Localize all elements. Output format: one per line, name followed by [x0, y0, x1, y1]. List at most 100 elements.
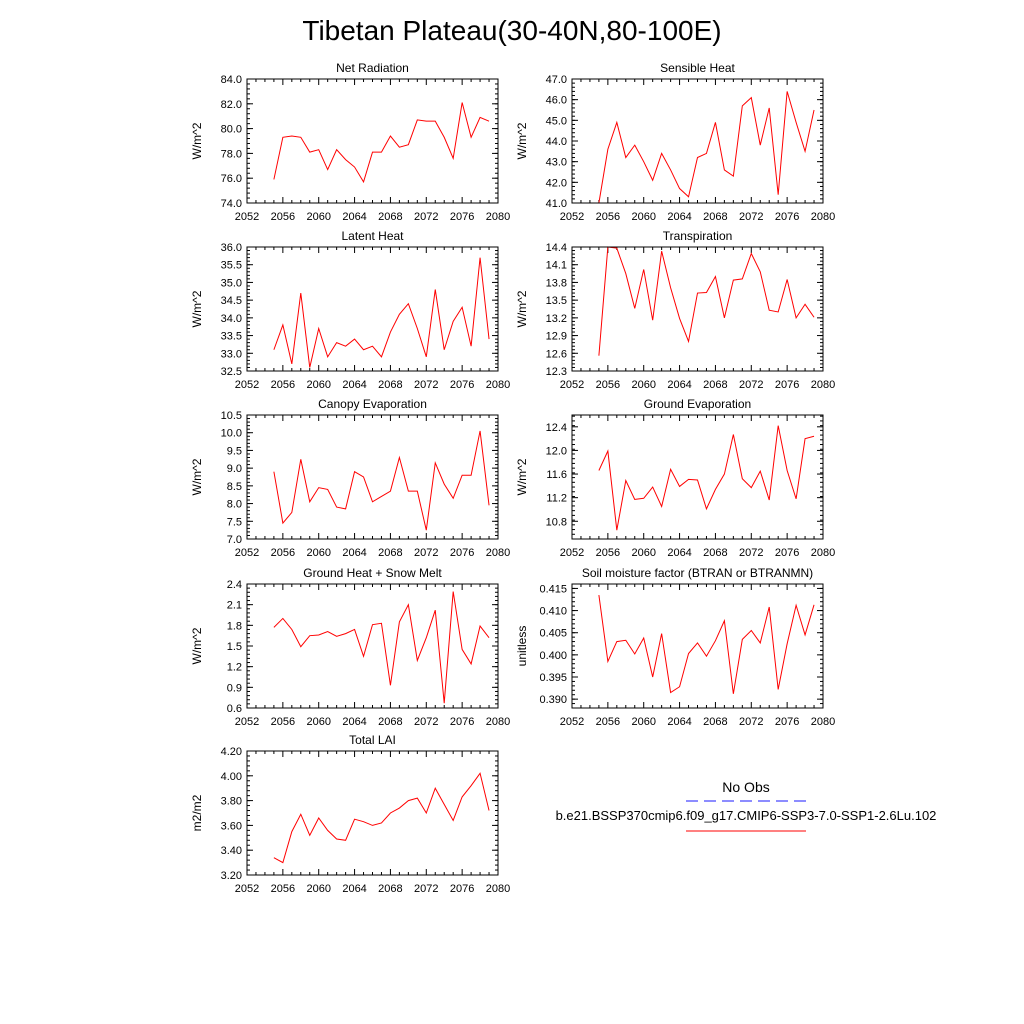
x-tick-label: 2052: [235, 211, 259, 223]
y-tick-label: 34.5: [221, 295, 242, 307]
x-tick-label: 2076: [450, 547, 474, 559]
x-tick-label: 2056: [271, 883, 295, 895]
legend-case-label: b.e21.BSSP370cmip6.f09_g17.CMIP6-SSP3-7.…: [556, 808, 937, 823]
x-tick-label: 2052: [560, 547, 584, 559]
x-tick-label: 2064: [667, 379, 691, 391]
y-tick-label: 1.2: [227, 662, 242, 674]
y-tick-label: 0.400: [539, 650, 567, 662]
y-tick-label: 4.20: [221, 746, 242, 758]
panel-title: Latent Heat: [341, 229, 404, 243]
y-axis-label: W/m^2: [515, 458, 529, 495]
x-tick-label: 2068: [703, 379, 727, 391]
x-tick-label: 2080: [486, 547, 510, 559]
panel-title: Total LAI: [349, 733, 396, 747]
x-tick-label: 2068: [378, 883, 402, 895]
panel-title: Soil moisture factor (BTRAN or BTRANMN): [582, 566, 813, 580]
x-tick-label: 2068: [703, 716, 727, 728]
y-tick-label: 43.0: [546, 157, 567, 169]
x-tick-label: 2056: [271, 379, 295, 391]
y-tick-label: 74.0: [221, 198, 242, 210]
y-tick-label: 34.0: [221, 313, 242, 325]
series-line: [273, 257, 490, 368]
x-tick-label: 2080: [486, 379, 510, 391]
x-tick-label: 2064: [342, 379, 366, 391]
y-tick-label: 2.1: [227, 600, 242, 612]
y-tick-label: 1.5: [227, 641, 242, 653]
y-tick-label: 78.0: [221, 148, 242, 160]
panels: Net Radiation 2052 2056 2060 2064 2068 2072 207…: [190, 61, 835, 895]
x-tick-label: 2080: [811, 547, 835, 559]
x-tick-label: 2080: [486, 883, 510, 895]
x-tick-label: 2052: [560, 716, 584, 728]
x-tick-label: 2072: [739, 211, 763, 223]
y-tick-label: 76.0: [221, 173, 242, 185]
y-tick-label: 10.0: [221, 428, 242, 440]
x-tick-label: 2076: [450, 716, 474, 728]
plot-frame: [246, 246, 499, 372]
y-tick-label: 8.5: [227, 481, 242, 493]
x-tick-label: 2052: [235, 716, 259, 728]
series-line: [598, 246, 815, 356]
y-tick-label: 11.2: [546, 493, 567, 505]
panel-ground-heat-snow-melt: Ground Heat + Snow Melt 2052 2056 2060 2064 2…: [190, 566, 510, 728]
x-tick-label: 2076: [775, 716, 799, 728]
x-tick-label: 2072: [739, 716, 763, 728]
x-tick-label: 2076: [450, 211, 474, 223]
y-tick-label: 45.0: [546, 115, 567, 127]
x-tick-label: 2052: [235, 883, 259, 895]
series-line: [598, 425, 815, 531]
x-tick-label: 2060: [306, 547, 330, 559]
x-tick-label: 2068: [378, 716, 402, 728]
y-tick-label: 12.3: [546, 366, 567, 378]
x-tick-label: 2076: [450, 883, 474, 895]
y-tick-label: 84.0: [221, 74, 242, 86]
y-tick-label: 3.40: [221, 845, 242, 857]
y-tick-label: 82.0: [221, 99, 242, 111]
x-tick-label: 2060: [306, 211, 330, 223]
x-tick-label: 2056: [596, 716, 620, 728]
panel-sensible-heat: Sensible Heat 2052 2056 2060 2064 2068 2072 207…: [515, 61, 835, 223]
y-axis-label: W/m^2: [190, 458, 204, 495]
plot-frame: [571, 78, 824, 204]
y-tick-label: 80.0: [221, 124, 242, 136]
legend-obs-label: No Obs: [722, 779, 769, 795]
x-tick-label: 2056: [596, 211, 620, 223]
panel-soil-moisture-factor-btran-or-btranmn: Soil moisture factor (BTRAN or BTRANMN) 2…: [515, 566, 835, 728]
y-tick-label: 9.5: [227, 445, 242, 457]
panel-latent-heat: Latent Heat 2052 2056 2060 2064 2068 2072 2076 2…: [190, 229, 510, 391]
x-tick-label: 2060: [306, 883, 330, 895]
x-tick-label: 2056: [596, 379, 620, 391]
series-line: [273, 591, 490, 704]
panel-title: Canopy Evaporation: [318, 397, 427, 411]
x-tick-label: 2072: [414, 379, 438, 391]
x-tick-label: 2068: [378, 379, 402, 391]
y-tick-label: 35.0: [221, 277, 242, 289]
y-tick-label: 3.80: [221, 796, 242, 808]
y-tick-label: 10.5: [221, 410, 242, 422]
y-tick-label: 41.0: [546, 198, 567, 210]
y-tick-label: 36.0: [221, 242, 242, 254]
y-axis-label: W/m^2: [190, 122, 204, 159]
x-tick-label: 2060: [631, 211, 655, 223]
x-tick-label: 2052: [560, 379, 584, 391]
x-tick-label: 2080: [486, 716, 510, 728]
y-tick-label: 4.00: [221, 771, 242, 783]
y-tick-label: 46.0: [546, 95, 567, 107]
x-tick-label: 2056: [596, 547, 620, 559]
x-tick-label: 2076: [450, 379, 474, 391]
y-tick-label: 11.6: [546, 469, 567, 481]
x-tick-label: 2064: [667, 547, 691, 559]
x-tick-label: 2052: [235, 379, 259, 391]
y-tick-label: 3.60: [221, 820, 242, 832]
x-tick-label: 2068: [378, 211, 402, 223]
x-tick-label: 2072: [414, 547, 438, 559]
series-line: [598, 595, 815, 694]
x-tick-label: 2072: [739, 547, 763, 559]
plot-frame: [246, 414, 499, 540]
y-tick-label: 35.5: [221, 260, 242, 272]
y-tick-label: 0.405: [539, 628, 567, 640]
y-tick-label: 0.9: [227, 682, 242, 694]
panel-ground-evaporation: Ground Evaporation 2052 2056 2060 2064 2068 20…: [515, 397, 835, 559]
x-tick-label: 2060: [631, 716, 655, 728]
y-tick-label: 12.0: [546, 445, 567, 457]
